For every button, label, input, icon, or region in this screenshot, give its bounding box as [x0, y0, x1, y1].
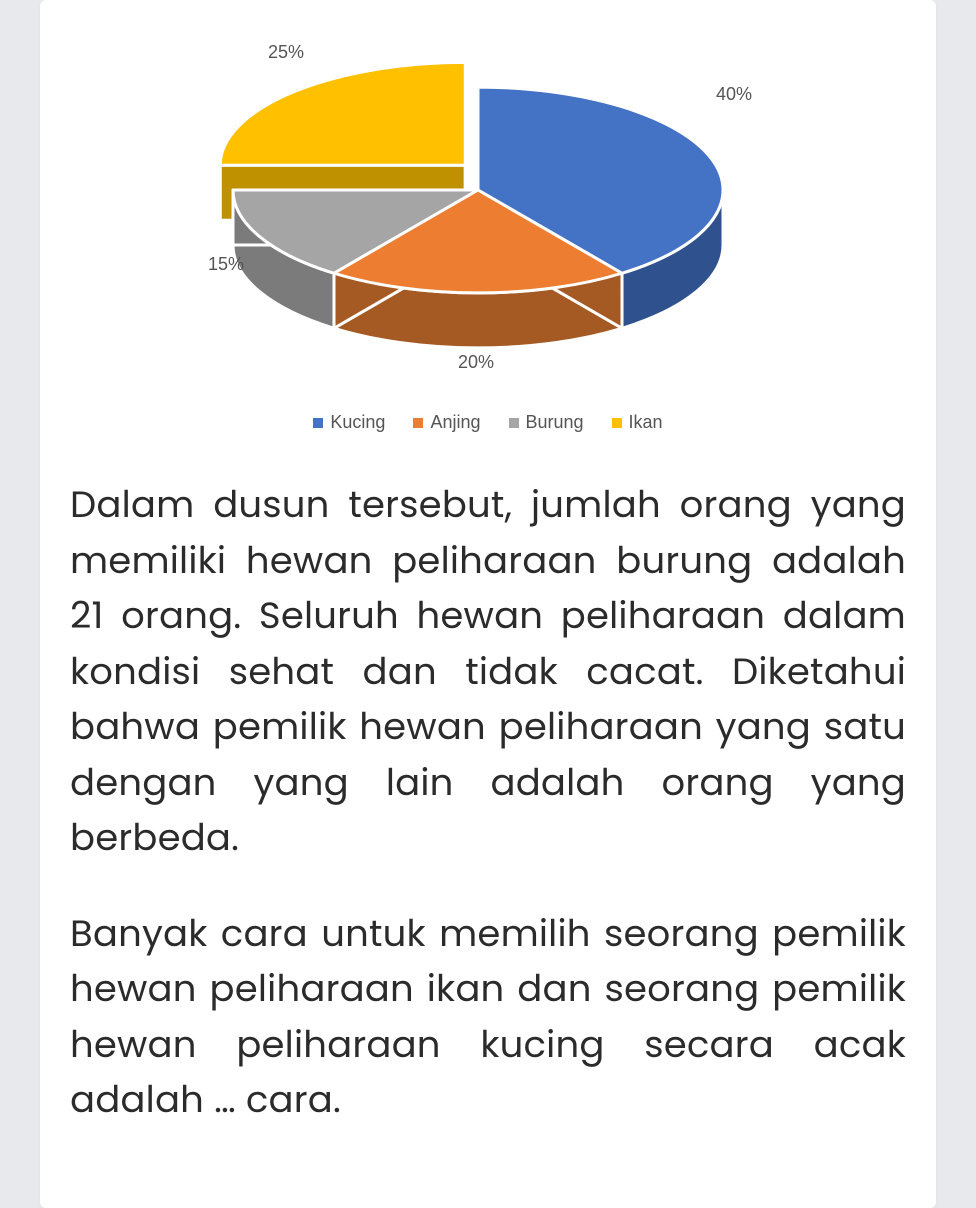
legend-label: Ikan: [629, 412, 663, 433]
question-text: Dalam dusun tersebut, jumlah orang yang …: [70, 477, 906, 1128]
page: 40% 20% 15% 25% Kucing Anjing Burung: [0, 0, 976, 1208]
content-card: 40% 20% 15% 25% Kucing Anjing Burung: [40, 0, 936, 1208]
paragraph-1: Dalam dusun tersebut, jumlah orang yang …: [70, 477, 906, 866]
swatch-icon: [313, 418, 323, 428]
legend-item-anjing: Anjing: [413, 412, 480, 433]
pie-chart: 40% 20% 15% 25% Kucing Anjing Burung: [70, 20, 906, 433]
paragraph-2: Banyak cara untuk memilih seorang pemili…: [70, 906, 906, 1128]
legend-label: Kucing: [330, 412, 385, 433]
swatch-icon: [413, 418, 423, 428]
legend-label: Burung: [526, 412, 584, 433]
legend-item-kucing: Kucing: [313, 412, 385, 433]
slice-label-anjing: 20%: [458, 352, 494, 372]
slice-label-kucing: 40%: [716, 84, 752, 104]
slice-label-burung: 15%: [208, 254, 244, 274]
slice-label-ikan: 25%: [268, 42, 304, 62]
legend: Kucing Anjing Burung Ikan: [313, 412, 662, 433]
pie-chart-svg: 40% 20% 15% 25%: [128, 20, 848, 400]
swatch-icon: [509, 418, 519, 428]
legend-item-ikan: Ikan: [612, 412, 663, 433]
swatch-icon: [612, 418, 622, 428]
legend-label: Anjing: [430, 412, 480, 433]
legend-item-burung: Burung: [509, 412, 584, 433]
